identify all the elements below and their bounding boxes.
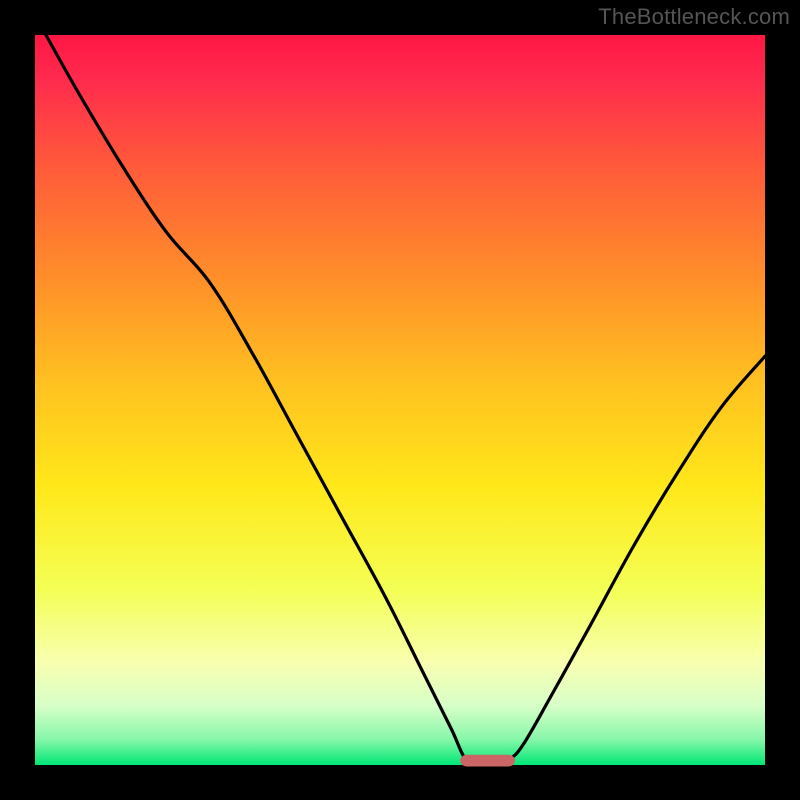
bottleneck-curve-chart — [0, 0, 800, 800]
minimum-marker — [460, 755, 515, 767]
plot-bg — [35, 35, 765, 765]
watermark-text: TheBottleneck.com — [598, 4, 790, 30]
chart-canvas: TheBottleneck.com — [0, 0, 800, 800]
